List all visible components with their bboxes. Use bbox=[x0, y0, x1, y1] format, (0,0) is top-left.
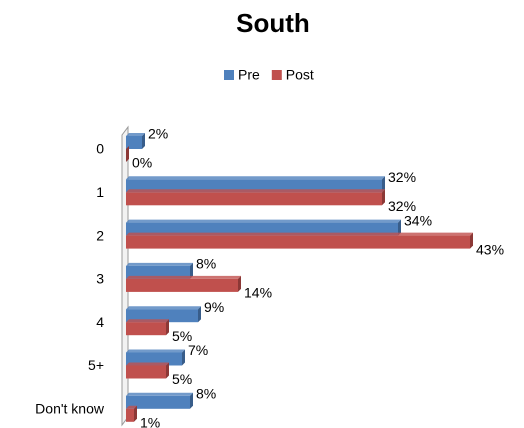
bar-side bbox=[166, 319, 169, 336]
data-label: 32% bbox=[388, 198, 416, 214]
data-label: 2% bbox=[148, 126, 168, 142]
y-tick-label: 5+ bbox=[88, 357, 104, 373]
legend-label: Post bbox=[286, 67, 314, 83]
data-label: 9% bbox=[204, 299, 224, 315]
bar-top bbox=[126, 319, 169, 323]
legend-swatch bbox=[224, 70, 234, 80]
bar-top bbox=[126, 392, 193, 396]
data-label: 1% bbox=[140, 415, 160, 428]
bar-side bbox=[238, 275, 241, 292]
bar bbox=[126, 222, 398, 236]
bar bbox=[126, 309, 198, 323]
bar-side bbox=[190, 262, 193, 279]
data-label: 34% bbox=[404, 212, 432, 228]
bar-top bbox=[126, 306, 201, 310]
bar-top bbox=[126, 232, 473, 236]
bar bbox=[126, 179, 382, 193]
bar-top bbox=[126, 219, 401, 223]
bar-side bbox=[190, 392, 193, 409]
bar bbox=[126, 395, 190, 409]
bar-side bbox=[382, 176, 385, 193]
bar-top bbox=[126, 133, 145, 136]
y-tick-label: 4 bbox=[96, 314, 104, 330]
data-label: 43% bbox=[476, 241, 504, 257]
bar-side bbox=[382, 189, 385, 206]
bar-top bbox=[126, 349, 185, 353]
y-tick-label: 0 bbox=[96, 141, 104, 157]
data-label: 0% bbox=[132, 155, 152, 171]
legend-label: Pre bbox=[238, 67, 260, 83]
bar-top bbox=[126, 262, 193, 266]
y-tick-label: 2 bbox=[96, 227, 104, 243]
bar-top bbox=[126, 362, 169, 366]
y-tick-label: 1 bbox=[96, 184, 104, 200]
data-label: 32% bbox=[388, 169, 416, 185]
data-label: 14% bbox=[244, 285, 272, 301]
bar-side bbox=[182, 349, 185, 366]
y-tick-label: 3 bbox=[96, 271, 104, 287]
bar-side bbox=[166, 362, 169, 379]
bar-top bbox=[126, 405, 137, 409]
bar-side bbox=[126, 146, 129, 162]
bar bbox=[126, 136, 142, 149]
data-label: 5% bbox=[172, 328, 192, 344]
y-tick-label: Don't know bbox=[35, 401, 105, 417]
bar bbox=[126, 192, 382, 206]
bar-top bbox=[126, 189, 385, 193]
chart-title: South bbox=[236, 8, 310, 38]
data-label: 5% bbox=[172, 371, 192, 387]
data-label: 8% bbox=[196, 256, 216, 272]
data-label: 8% bbox=[196, 386, 216, 402]
bar bbox=[126, 278, 238, 292]
bar bbox=[126, 365, 166, 379]
data-label: 7% bbox=[188, 342, 208, 358]
bar-side bbox=[142, 133, 145, 149]
bar-top bbox=[126, 275, 241, 279]
bar bbox=[126, 265, 190, 279]
bar-side bbox=[470, 232, 473, 249]
bar bbox=[126, 235, 470, 249]
bar-side bbox=[398, 219, 401, 236]
bar-side bbox=[134, 405, 137, 422]
legend-swatch bbox=[271, 70, 282, 80]
bar-top bbox=[126, 176, 385, 180]
bar-side bbox=[198, 306, 201, 323]
bar bbox=[126, 352, 182, 366]
bar bbox=[126, 408, 134, 422]
bar bbox=[126, 322, 166, 336]
